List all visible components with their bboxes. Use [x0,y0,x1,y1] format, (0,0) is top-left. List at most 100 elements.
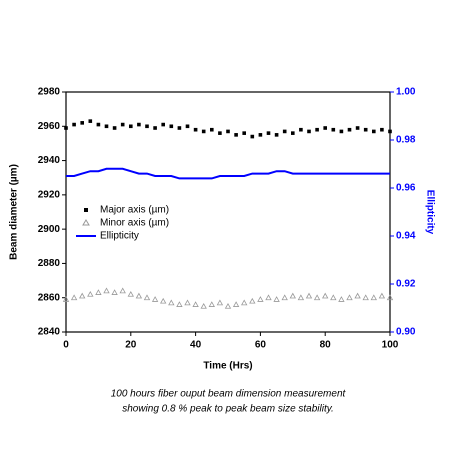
data-point [192,301,199,307]
data-point [370,294,377,301]
data-point [80,121,84,125]
y-tick-label: 2860 [38,292,61,303]
data-point [176,301,183,307]
data-point [331,127,336,132]
data-point [62,296,70,302]
y-tick-label: 2840 [38,327,61,338]
data-point [193,127,198,132]
data-point [88,119,93,123]
data-point [104,124,109,129]
data-point [305,292,313,299]
data-point [96,122,101,127]
data-point [201,129,206,134]
data-point [135,292,143,299]
y2-tick-label: 0.98 [396,135,416,146]
plot-frame [65,91,391,333]
data-point [378,292,386,299]
data-point [313,294,321,301]
data-point [282,129,287,134]
data-point [153,126,157,130]
data-point [354,292,361,299]
data-point [218,131,222,135]
y-tick-label: 2940 [38,155,61,166]
data-point [380,127,384,132]
caption: showing 0.8 % peak to peak beam size sta… [122,404,334,415]
data-point [145,124,149,129]
y2-tick-label: 0.90 [396,327,416,338]
data-point [224,302,232,309]
data-point [137,122,141,127]
data-point [388,129,392,134]
data-point [346,294,353,301]
data-point [143,294,151,301]
data-point [120,122,125,127]
data-point [289,292,296,299]
data-point [297,294,305,301]
data-point [168,299,175,306]
data-point [70,294,78,301]
data-point [307,129,311,134]
data-point [111,289,118,295]
legend-label: Major axis (µm) [100,205,169,216]
data-point [127,290,134,297]
x-tick-label: 0 [63,340,69,351]
data-point [64,126,68,130]
data-point [338,296,345,302]
data-point [226,129,230,134]
data-point [274,133,279,137]
data-point [103,287,110,294]
data-point [129,124,133,129]
legend-swatch [82,219,90,226]
x-tick-label: 40 [190,340,202,351]
data-point [266,131,271,135]
data-point [241,299,248,306]
data-point [273,296,280,302]
data-point [210,127,214,132]
data-point [200,302,207,309]
data-point [386,294,394,301]
data-point [160,297,167,304]
data-point [184,299,191,306]
x-axis-label: Time (Hrs) [203,361,252,372]
data-point [330,294,337,301]
data-point [95,289,102,295]
data-point [347,127,352,132]
data-point [258,133,263,137]
data-point [265,294,272,301]
data-point [185,124,190,129]
y2-tick-label: 1.00 [396,87,416,98]
data-point [257,296,264,302]
data-point [208,301,215,307]
data-point [119,287,126,294]
y-axis-label: Beam diameter (µm) [9,164,20,260]
data-point [299,127,303,132]
data-point [112,126,117,130]
ellipticity-line [66,167,390,180]
x-tick-label: 100 [382,340,399,351]
data-point [281,294,288,301]
y2-axis-label: Ellipticity [424,190,435,235]
data-point [323,126,327,130]
caption: 100 hours fiber ouput beam dimension mea… [111,389,347,400]
data-point [372,129,376,134]
y2-tick-label: 0.94 [396,231,416,242]
x-tick-label: 80 [320,340,332,351]
data-point [234,133,238,137]
data-point [362,294,369,301]
data-point [177,126,182,130]
legend-label: Ellipticity [100,231,139,242]
data-point [355,126,360,130]
data-point [315,127,319,132]
y2-tick-label: 0.96 [396,183,416,194]
data-point [291,131,295,135]
data-point [249,297,256,304]
data-point [322,292,329,299]
data-point [72,122,76,127]
data-point [169,124,174,129]
data-point [79,292,86,299]
data-point [87,290,94,297]
y-tick-label: 2920 [38,189,61,200]
y2-tick-label: 0.92 [396,279,416,290]
legend-swatch [84,208,88,212]
